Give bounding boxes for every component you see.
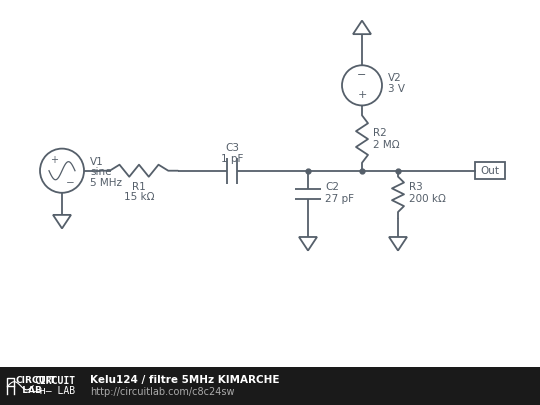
Text: V2: V2 xyxy=(388,73,402,83)
Text: R2: R2 xyxy=(373,128,387,138)
Text: +: + xyxy=(50,155,58,165)
Text: C3: C3 xyxy=(225,143,239,153)
Text: 200 kΩ: 200 kΩ xyxy=(409,194,446,205)
Text: 27 pF: 27 pF xyxy=(325,194,354,205)
Text: CIRCUIT: CIRCUIT xyxy=(16,376,57,385)
Text: C2: C2 xyxy=(325,182,339,192)
Text: R1: R1 xyxy=(132,182,146,192)
Text: R3: R3 xyxy=(409,182,423,192)
Text: sine: sine xyxy=(90,167,111,177)
Text: 5 MHz: 5 MHz xyxy=(90,178,122,188)
Text: 3 V: 3 V xyxy=(388,84,405,94)
Text: CIRCUIT: CIRCUIT xyxy=(35,376,76,386)
FancyBboxPatch shape xyxy=(0,367,540,405)
Text: −: − xyxy=(66,178,75,188)
Text: http://circuitlab.com/c8c24sw: http://circuitlab.com/c8c24sw xyxy=(90,387,234,397)
Text: 1 pF: 1 pF xyxy=(221,153,243,164)
Text: +: + xyxy=(357,90,367,100)
Text: —ʜ— LAB: —ʜ— LAB xyxy=(35,386,76,396)
Text: Out: Out xyxy=(481,166,500,176)
Text: Kelu124 / filtre 5MHz KIMARCHE: Kelu124 / filtre 5MHz KIMARCHE xyxy=(90,375,280,385)
Text: −: − xyxy=(357,70,367,80)
Text: 15 kΩ: 15 kΩ xyxy=(124,192,154,202)
Text: V1: V1 xyxy=(90,157,104,167)
Text: 2 MΩ: 2 MΩ xyxy=(373,140,400,150)
Text: LAB: LAB xyxy=(16,386,42,395)
